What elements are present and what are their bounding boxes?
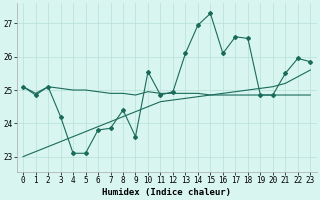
X-axis label: Humidex (Indice chaleur): Humidex (Indice chaleur) (102, 188, 231, 197)
